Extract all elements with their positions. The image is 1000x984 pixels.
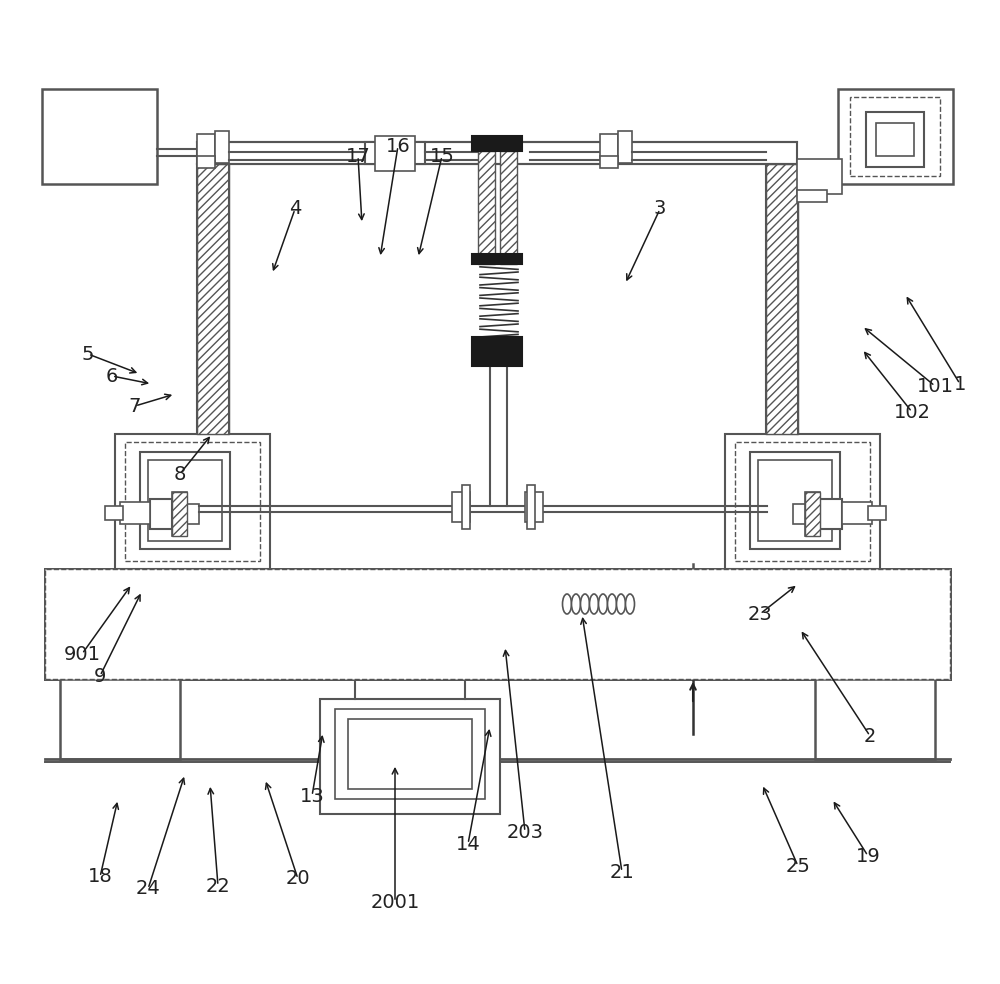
Text: 19: 19 <box>856 846 880 866</box>
Bar <box>472 348 522 366</box>
Bar <box>472 337 522 346</box>
Text: 2: 2 <box>864 726 876 746</box>
Bar <box>820 499 842 529</box>
Text: 15: 15 <box>430 147 454 165</box>
Bar <box>625 586 655 622</box>
Bar <box>197 134 215 158</box>
Bar <box>750 452 840 549</box>
Text: 16: 16 <box>386 137 410 155</box>
Bar <box>140 452 230 549</box>
Bar <box>60 579 935 669</box>
Ellipse shape <box>608 594 616 614</box>
Bar <box>172 492 187 536</box>
Bar <box>148 460 222 541</box>
Bar <box>866 112 924 167</box>
Text: 3: 3 <box>654 200 666 218</box>
Ellipse shape <box>580 594 590 614</box>
Text: 5: 5 <box>82 344 94 363</box>
Bar <box>766 164 798 434</box>
Ellipse shape <box>616 594 626 614</box>
Ellipse shape <box>562 594 572 614</box>
Text: 24: 24 <box>136 880 160 898</box>
Ellipse shape <box>590 594 598 614</box>
Bar <box>876 123 914 156</box>
Bar <box>462 485 470 529</box>
Text: 8: 8 <box>174 464 186 483</box>
Bar <box>365 142 425 164</box>
Bar <box>320 699 500 814</box>
Text: 102: 102 <box>894 402 930 421</box>
Ellipse shape <box>572 594 580 614</box>
Bar <box>868 506 886 520</box>
Text: 6: 6 <box>106 366 118 386</box>
Bar <box>525 492 543 522</box>
Bar <box>838 89 953 184</box>
Text: 22: 22 <box>206 877 230 895</box>
Bar <box>335 709 485 799</box>
Text: 1: 1 <box>954 375 966 394</box>
Bar <box>805 492 820 536</box>
Bar <box>797 159 842 194</box>
Ellipse shape <box>598 594 608 614</box>
Bar <box>42 89 157 184</box>
Bar <box>45 569 950 679</box>
Text: 17: 17 <box>346 147 370 165</box>
Text: 18: 18 <box>88 868 112 887</box>
Bar <box>527 485 535 529</box>
Bar <box>170 576 255 634</box>
Text: 901: 901 <box>64 645 100 663</box>
Bar <box>758 460 832 541</box>
Bar <box>815 679 935 759</box>
Text: 2001: 2001 <box>370 892 420 911</box>
Bar <box>150 499 172 529</box>
Text: 25: 25 <box>786 856 810 876</box>
Text: 7: 7 <box>129 397 141 415</box>
Bar <box>45 569 950 679</box>
Bar <box>197 164 229 434</box>
Bar <box>600 156 618 168</box>
Bar <box>197 142 797 164</box>
Text: 4: 4 <box>289 200 301 218</box>
Bar <box>172 492 187 536</box>
Text: 14: 14 <box>456 834 480 853</box>
Bar <box>478 151 495 264</box>
Bar <box>115 434 270 569</box>
Text: 203: 203 <box>507 823 544 841</box>
Bar <box>797 190 827 202</box>
Bar <box>60 679 180 759</box>
Bar <box>842 502 872 524</box>
Bar <box>452 492 470 522</box>
Ellipse shape <box>626 594 635 614</box>
Text: 23: 23 <box>748 604 772 624</box>
Bar <box>375 136 415 171</box>
Bar <box>215 131 229 163</box>
Bar <box>472 254 522 264</box>
Text: 21: 21 <box>610 863 634 882</box>
Bar <box>618 131 632 163</box>
Text: 20: 20 <box>286 870 310 889</box>
Bar <box>850 97 940 176</box>
Bar <box>125 442 260 561</box>
Bar <box>105 506 123 520</box>
Bar <box>500 151 517 264</box>
Text: 9: 9 <box>94 666 106 686</box>
Bar <box>197 156 215 168</box>
Text: 13: 13 <box>300 786 324 806</box>
Bar <box>725 434 880 569</box>
Bar <box>45 569 950 679</box>
Bar <box>805 492 820 536</box>
Bar <box>600 134 618 158</box>
Bar <box>348 719 472 789</box>
Bar <box>120 502 150 524</box>
Text: 101: 101 <box>916 377 954 396</box>
Bar <box>793 504 805 524</box>
Bar <box>472 136 522 151</box>
Bar <box>187 504 199 524</box>
Bar <box>735 442 870 561</box>
